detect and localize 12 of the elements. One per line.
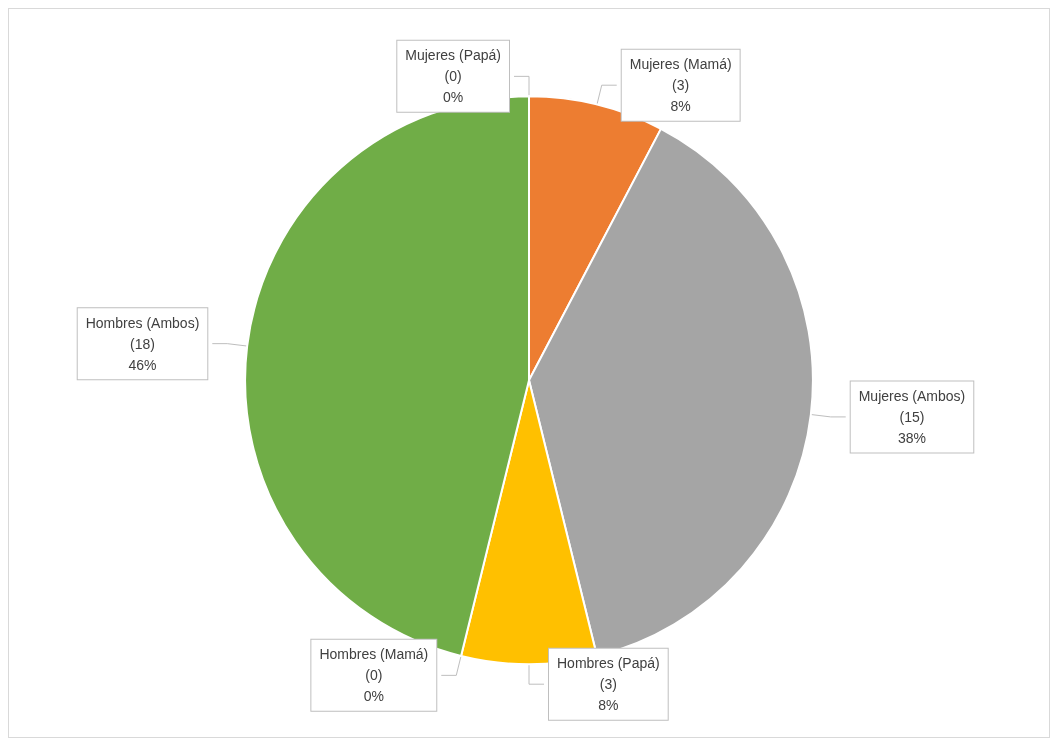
text: (0) 0%	[363, 667, 384, 705]
slice-label: Mujeres (Ambos)	[858, 387, 966, 404]
category-label: Hombres (Mamá)	[319, 646, 429, 663]
category-label: Mujeres (Papá)	[405, 47, 501, 64]
data-label: (3) 8%	[670, 77, 691, 115]
slice-label: Mujeres (Mamá)	[629, 56, 732, 73]
text: (0) 0%	[443, 68, 464, 106]
data-label: (18) 46%	[128, 335, 157, 373]
slice-label: Hombres (Papá)	[557, 655, 660, 672]
slice-label: Hombres (Ambos)	[85, 314, 200, 331]
data-label: (15) 38%	[897, 408, 927, 446]
data-label: (3) 8%	[598, 676, 619, 714]
